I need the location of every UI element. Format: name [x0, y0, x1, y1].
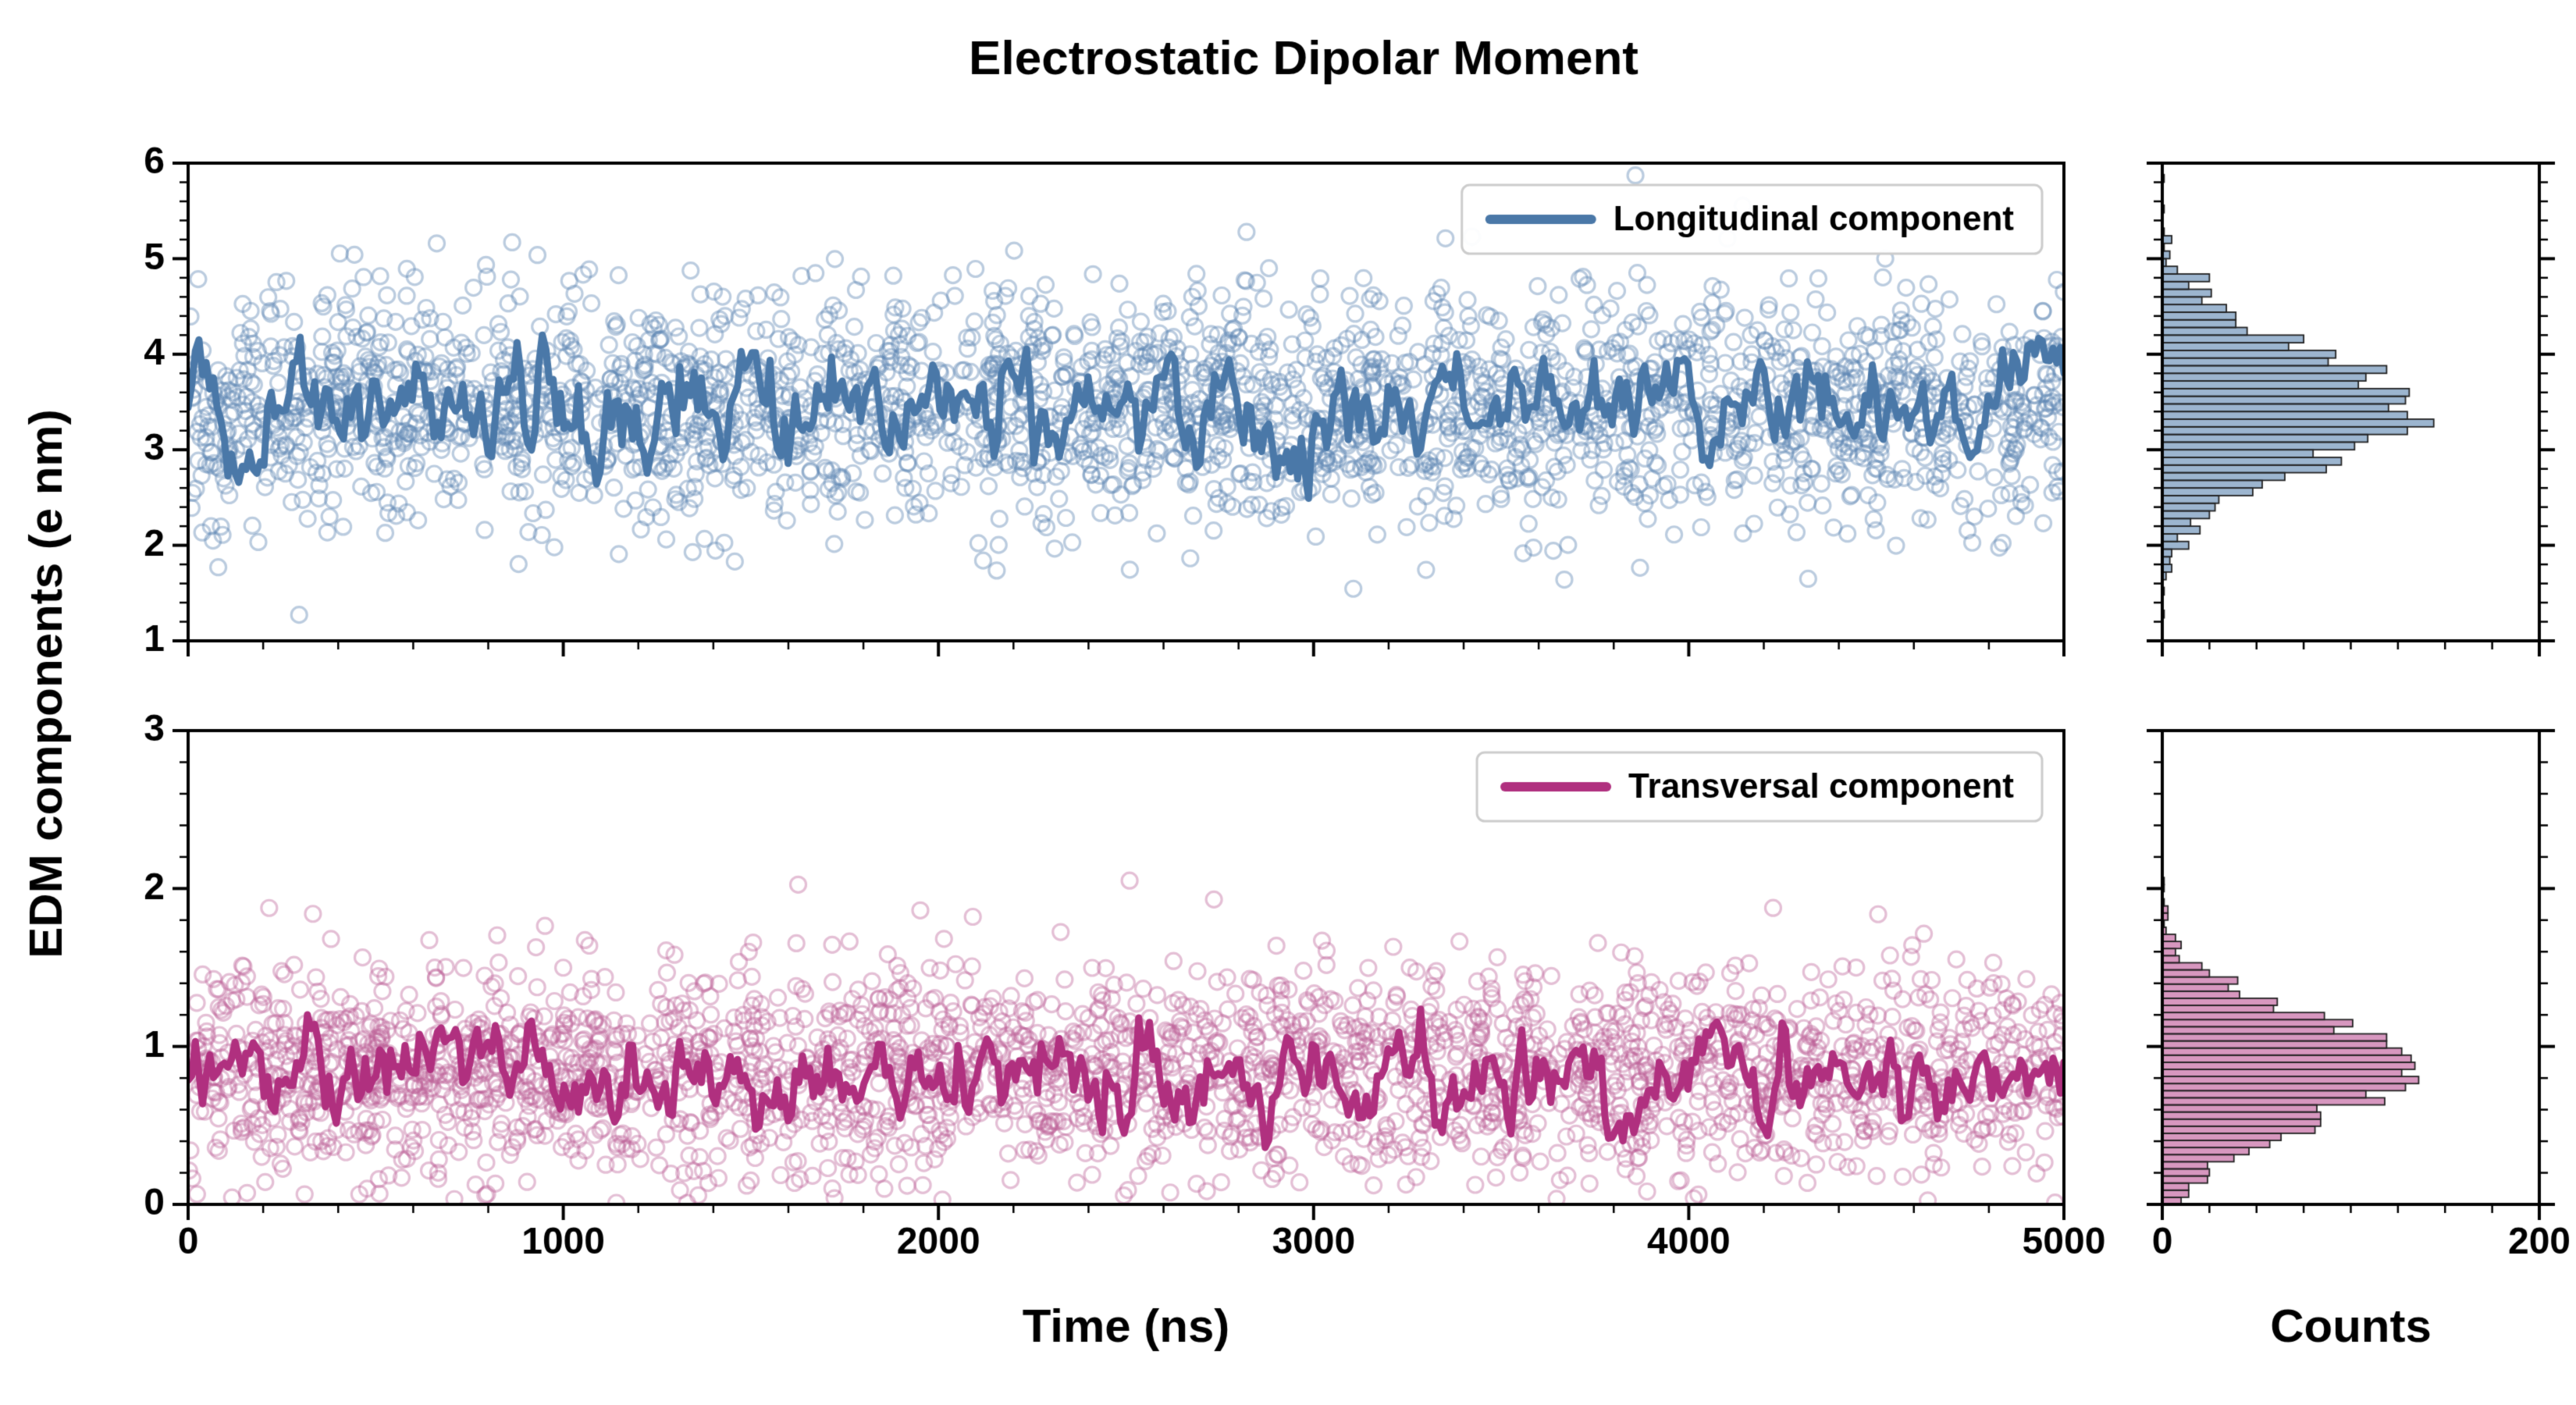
edm-chart-canvas — [0, 0, 2576, 1405]
edm-figure — [0, 0, 2576, 1405]
